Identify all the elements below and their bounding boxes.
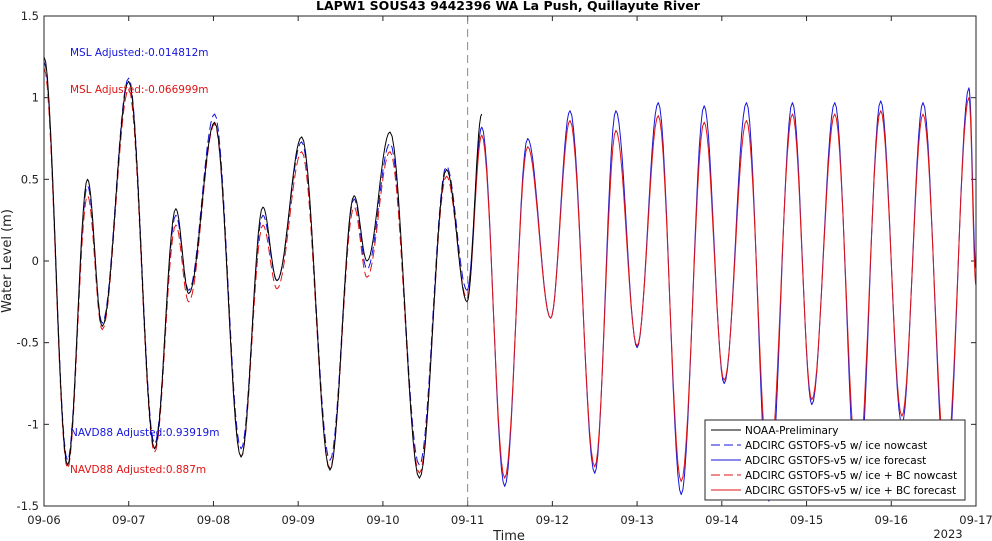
chart-title: LAPW1 SOUS43 9442396 WA La Push, Quillay… [316, 0, 701, 13]
y-tick-label: 0.5 [21, 172, 39, 186]
msl-adjusted-red: MSL Adjusted:-0.066999m [70, 84, 209, 96]
msl-adjusted-blue: MSL Adjusted:-0.014812m [70, 47, 209, 59]
x-tick-label: 09-17 [959, 513, 992, 527]
y-axis: 1.5 1 0.5 0 -0.5 -1 -1.5 [17, 9, 976, 513]
y-tick-label: 0 [32, 254, 39, 268]
annotations: MSL Adjusted:-0.014812m MSL Adjusted:-0.… [70, 47, 219, 476]
x-tick-label: 09-10 [366, 513, 399, 527]
x-tick-label: 09-12 [536, 513, 569, 527]
x-tick-label: 09-08 [197, 513, 230, 527]
x-tick-label: 09-16 [875, 513, 908, 527]
legend: NOAA-Preliminary ADCIRC GSTOFS-v5 w/ ice … [704, 419, 966, 501]
ice-bc-forecast-line [466, 97, 977, 482]
x-tick-label: 09-15 [790, 513, 823, 527]
x-tick-label: 09-07 [112, 513, 145, 527]
y-axis-label: Water Level (m) [0, 209, 15, 313]
navd88-adjusted-blue: NAVD88 Adjusted:0.93919m [70, 427, 219, 439]
legend-label: ADCIRC GSTOFS-v5 w/ ice nowcast [745, 440, 927, 452]
navd88-adjusted-red: NAVD88 Adjusted:0.887m [70, 464, 206, 476]
x-tick-label: 09-14 [705, 513, 738, 527]
y-tick-label: -0.5 [17, 336, 39, 350]
x-axis-label: Time [492, 529, 525, 541]
legend-label: ADCIRC GSTOFS-v5 w/ ice + BC forecast [745, 485, 956, 497]
y-tick-label: 1.5 [21, 9, 39, 23]
legend-box [704, 419, 966, 501]
x-tick-label: 09-09 [281, 513, 314, 527]
y-tick-label: -1 [28, 417, 39, 431]
legend-label: NOAA-Preliminary [745, 425, 838, 437]
legend-label: ADCIRC GSTOFS-v5 w/ ice forecast [745, 455, 926, 467]
x-tick-label: 09-06 [27, 513, 60, 527]
x-tick-label: 09-13 [620, 513, 653, 527]
noaa-preliminary-line [43, 56, 483, 479]
year-label: 2023 [933, 527, 962, 541]
y-tick-label: -1.5 [17, 499, 39, 513]
x-tick-label: 09-11 [451, 513, 484, 527]
legend-label: ADCIRC GSTOFS-v5 w/ ice + BC nowcast [745, 470, 957, 482]
y-tick-label: 1 [32, 91, 39, 105]
x-axis: 09-06 09-07 09-08 09-09 09-10 09-11 09-12 09-13… [27, 16, 992, 527]
plot-frame [43, 15, 977, 507]
